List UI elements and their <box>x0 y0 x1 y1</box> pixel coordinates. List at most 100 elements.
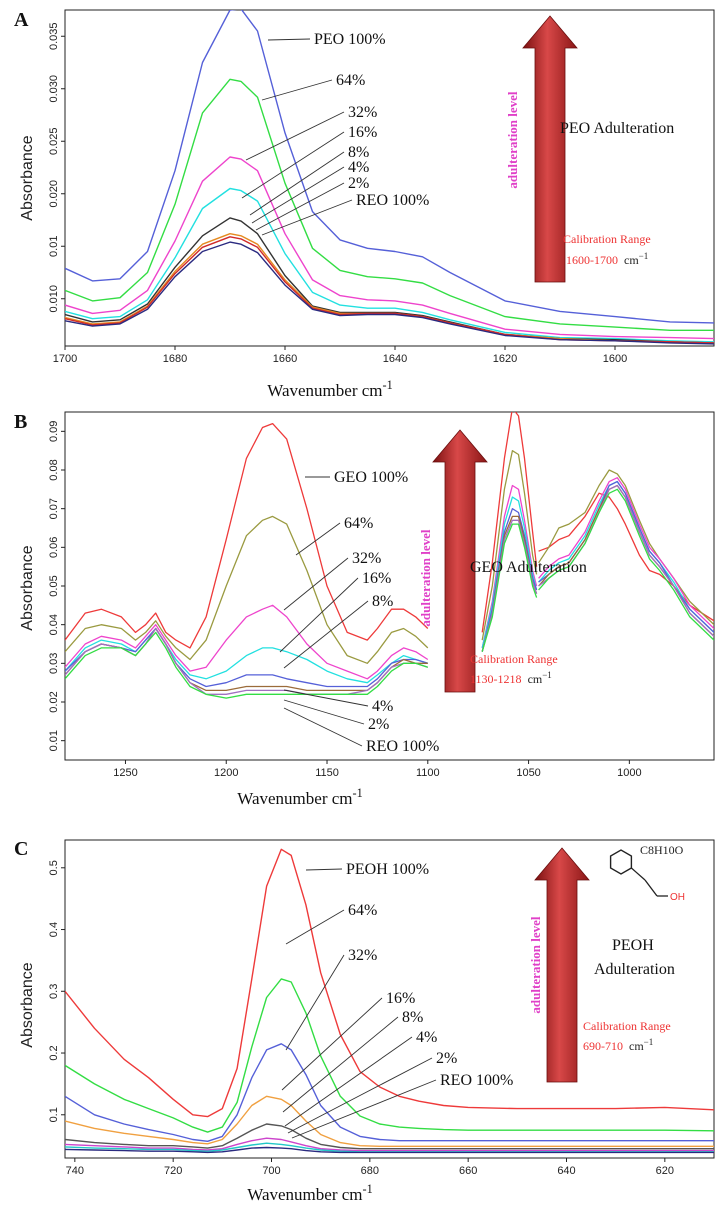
series-label: REO 100% <box>440 1072 513 1089</box>
x-tick-label: 1680 <box>163 353 187 365</box>
series-label: 2% <box>368 716 389 733</box>
x-tick-label: 620 <box>656 1165 674 1177</box>
adulteration-arrow <box>534 847 590 1083</box>
y-tick-label: 0.4 <box>48 922 60 937</box>
leader-line <box>295 522 341 556</box>
series-label: 32% <box>352 550 381 567</box>
x-axis-label: Wavenumber cm-1 <box>247 1182 372 1204</box>
series-line-64- <box>65 78 714 331</box>
chart-panel-a: A 0.010 0.01 0.020 0.025 0.030 0.035 1700 1680 16… <box>14 9 715 400</box>
calibration-range-label: Calibration Range <box>470 652 558 666</box>
adulteration-level-label: adulteration level <box>528 916 543 1014</box>
y-tick-label: 0.01 <box>48 236 60 257</box>
x-tick-label: 720 <box>164 1165 182 1177</box>
leader-line <box>251 166 345 224</box>
x-tick-label: 740 <box>66 1165 84 1177</box>
series-line-64- <box>65 515 429 664</box>
y-tick-label: 0.025 <box>48 127 60 155</box>
leader-line <box>241 131 345 199</box>
leader-line <box>287 1057 433 1134</box>
series-line-16- <box>481 496 538 649</box>
leader-line <box>279 577 359 653</box>
series-label: 2% <box>436 1050 457 1067</box>
series-label: PEOH 100% <box>346 861 429 878</box>
series-label: 32% <box>348 104 377 121</box>
x-axis-label: Wavenumber cm-1 <box>267 378 392 400</box>
series-label: 16% <box>362 570 391 587</box>
plot-frame <box>64 9 715 347</box>
chart-panel-b: B 0.01 0.02 0.03 0.04 0.05 0.06 0.07 0.08 0.09 125… <box>14 411 715 808</box>
y-tick-label: 0.035 <box>48 22 60 50</box>
adulteration-arrow <box>432 429 488 693</box>
series-line-4- <box>481 515 538 652</box>
panel-title: PEO Adulteration <box>560 120 674 137</box>
adulteration-arrow <box>522 15 578 283</box>
leader-line <box>284 1036 413 1127</box>
leader-line <box>249 151 345 216</box>
leader-line <box>267 38 311 41</box>
series-line-2- <box>481 519 538 652</box>
series-line-8- <box>65 1123 714 1150</box>
y-tick-label: 0.06 <box>48 537 60 558</box>
x-tick-label: 1250 <box>113 767 137 779</box>
leader-line <box>291 1079 437 1139</box>
series-line-geo-100- <box>65 422 429 649</box>
y-tick-label: 0.010 <box>48 285 60 313</box>
molecule-hydroxyl: OH <box>670 892 685 903</box>
leader-line <box>261 199 353 236</box>
y-tick-label: 0.1 <box>48 1107 60 1122</box>
y-tick-label: 0.04 <box>48 614 60 635</box>
leader-line <box>283 689 369 707</box>
leader-line <box>282 1016 399 1113</box>
series-line-8- <box>65 627 428 688</box>
calibration-range-value: 1130-1218 cm−1 <box>470 670 552 686</box>
series-line-32- <box>65 156 714 340</box>
leader-line <box>245 111 345 161</box>
series-line-4- <box>65 1137 714 1152</box>
series-lines <box>65 412 714 699</box>
series-label: 4% <box>372 698 393 715</box>
x-tick-label: 1050 <box>516 767 540 779</box>
leader-line <box>281 997 383 1091</box>
leader-line <box>305 868 343 871</box>
series-line-peo-100- <box>65 10 714 324</box>
series-line-reo-100- <box>538 488 714 641</box>
x-tick-label: 680 <box>361 1165 379 1177</box>
series-line-32- <box>538 477 714 629</box>
plot-frame <box>64 839 715 1159</box>
series-label: 2% <box>348 175 369 192</box>
series-line-reo-100- <box>481 523 538 652</box>
x-tick-label: 1700 <box>53 353 77 365</box>
series-label: PEO 100% <box>314 31 386 48</box>
x-tick-label: 1100 <box>416 767 440 779</box>
series-line-2- <box>65 627 428 695</box>
panel-title-line-2: Adulteration <box>594 961 675 978</box>
x-tick-label: 1150 <box>315 767 339 779</box>
y-tick-label: 0.2 <box>48 1045 60 1060</box>
leader-line <box>255 182 345 231</box>
series-label: 64% <box>336 72 365 89</box>
y-axis-label: Absorbance <box>19 962 36 1047</box>
adulteration-level-label: adulteration level <box>418 529 433 627</box>
x-tick-label: 640 <box>557 1165 575 1177</box>
leader-line <box>283 600 369 669</box>
series-line-reo-100- <box>65 1146 714 1154</box>
panel-letter: C <box>14 838 28 860</box>
leader-line <box>283 699 365 725</box>
panel-letter: A <box>14 9 29 31</box>
series-label: REO 100% <box>366 738 439 755</box>
leader-line <box>285 909 345 945</box>
calibration-range-label: Calibration Range <box>563 232 651 246</box>
chart-panel-c: C 0.1 0.2 0.3 0.4 0.5 740 720 700 680 660 640 620 Wav… <box>14 838 715 1204</box>
calibration-range-value: 1600-1700 cm−1 <box>566 251 648 267</box>
x-tick-label: 1660 <box>273 353 297 365</box>
series-line-16- <box>65 1095 714 1147</box>
x-tick-label: 1620 <box>493 353 517 365</box>
series-label: 8% <box>402 1009 423 1026</box>
y-axis-label: Absorbance <box>19 135 36 220</box>
series-line-4- <box>65 233 714 344</box>
series-line-geo-100- <box>538 492 714 622</box>
series-label: 64% <box>348 902 377 919</box>
y-tick-label: 0.05 <box>48 575 60 596</box>
